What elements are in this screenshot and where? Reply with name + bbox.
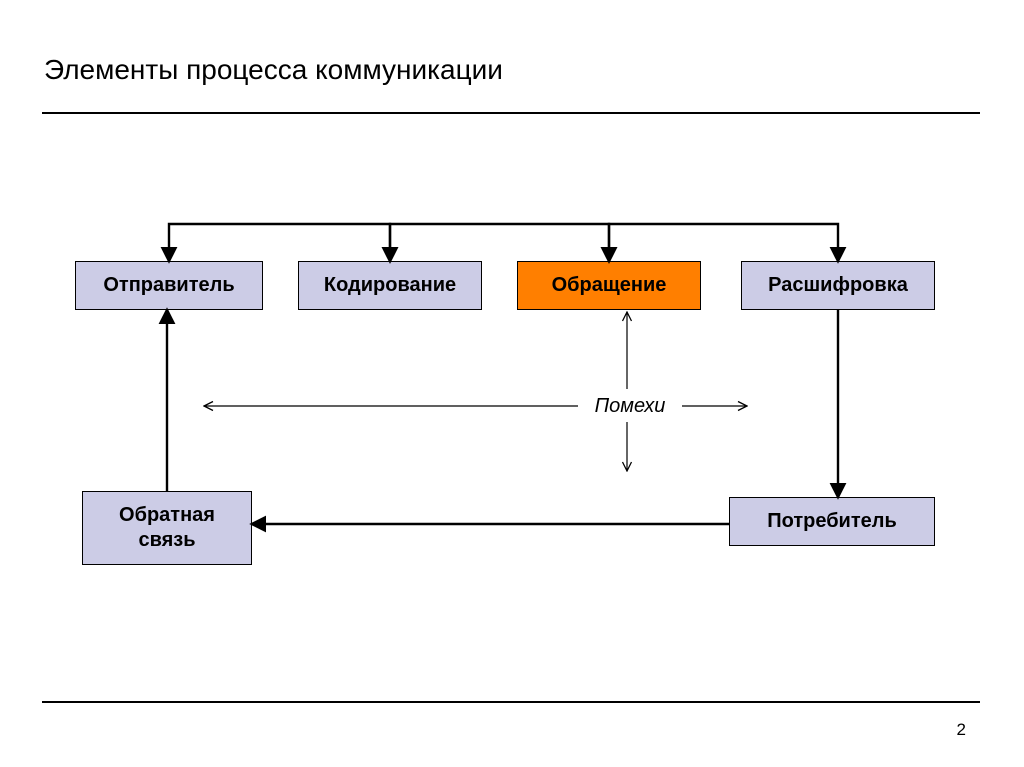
node-message: Обращение <box>517 261 701 310</box>
node-consumer: Потребитель <box>729 497 935 546</box>
node-sender: Отправитель <box>75 261 263 310</box>
node-feedback-label: Обратная связь <box>89 503 245 553</box>
bottom-rule <box>42 701 980 703</box>
node-decoding-label: Расшифровка <box>768 273 908 298</box>
noise-label: Помехи <box>585 395 675 418</box>
node-sender-label: Отправитель <box>103 273 234 298</box>
top-rule <box>42 112 980 114</box>
node-message-label: Обращение <box>552 273 667 298</box>
node-encoding: Кодирование <box>298 261 482 310</box>
diagram-arrows <box>0 0 1024 767</box>
node-decoding: Расшифровка <box>741 261 935 310</box>
node-consumer-label: Потребитель <box>767 509 897 534</box>
node-encoding-label: Кодирование <box>324 273 456 298</box>
page-number: 2 <box>957 720 966 740</box>
node-feedback: Обратная связь <box>82 491 252 565</box>
slide-title: Элементы процесса коммуникации <box>44 54 503 86</box>
